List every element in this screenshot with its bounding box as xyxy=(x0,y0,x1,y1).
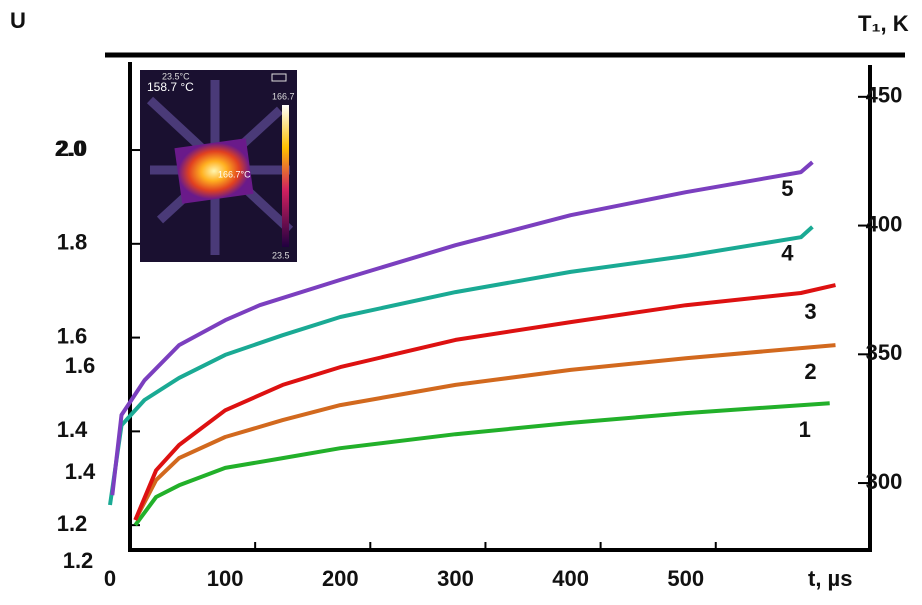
y-tick-label: 1.6 xyxy=(65,353,96,378)
line xyxy=(133,401,830,527)
series-label: 1 xyxy=(799,417,811,442)
inset-text: 23.5 xyxy=(272,250,290,260)
y2-tick-label: 400 xyxy=(866,211,903,236)
x-axis-label: t, µs xyxy=(808,566,852,591)
line xyxy=(110,160,814,496)
x-tick-label: 100 xyxy=(207,566,244,591)
y2-tick-label: 450 xyxy=(866,83,903,108)
x-tick-label: 200 xyxy=(322,566,359,591)
inset-text: 166.7 xyxy=(272,91,295,101)
x-tick-label: 300 xyxy=(437,566,474,591)
y-tick-label: 1.6 xyxy=(57,323,88,348)
y-tick-label: 1.4 xyxy=(65,459,96,484)
y2-tick-label: 350 xyxy=(866,340,903,365)
series-label: 2 xyxy=(804,359,816,384)
inset-image: 23.5°C 158.7 °C 166.7 166.7°C 23.5 xyxy=(140,70,297,262)
y2-axis-label: T₁, K xyxy=(858,11,909,36)
y2-tick-label: 300 xyxy=(866,469,903,494)
x-tick-label: 400 xyxy=(552,566,589,591)
y-tick-label: 1.4 xyxy=(57,417,88,442)
y-tick-label: 2.0 xyxy=(55,136,86,161)
inset-text: 23.5°C xyxy=(162,71,190,81)
line xyxy=(133,283,836,521)
y-tick-label: 1.8 xyxy=(57,230,88,255)
series-label: 5 xyxy=(781,176,793,201)
line xyxy=(108,225,814,506)
y-tick-label: 2.0 xyxy=(57,136,88,161)
series-label: 4 xyxy=(781,241,794,266)
line xyxy=(133,343,836,521)
inset-text: 166.7°C xyxy=(218,169,251,179)
y-axis-label: U xyxy=(10,8,26,33)
x-tick-label: 0 xyxy=(104,566,116,591)
x-tick-label: 500 xyxy=(667,566,704,591)
y-tick-label: 1.2 xyxy=(57,511,88,536)
y-tick-label: 1.2 xyxy=(63,548,94,573)
series-label: 3 xyxy=(804,299,816,324)
inset-text: 158.7 °C xyxy=(147,80,194,94)
